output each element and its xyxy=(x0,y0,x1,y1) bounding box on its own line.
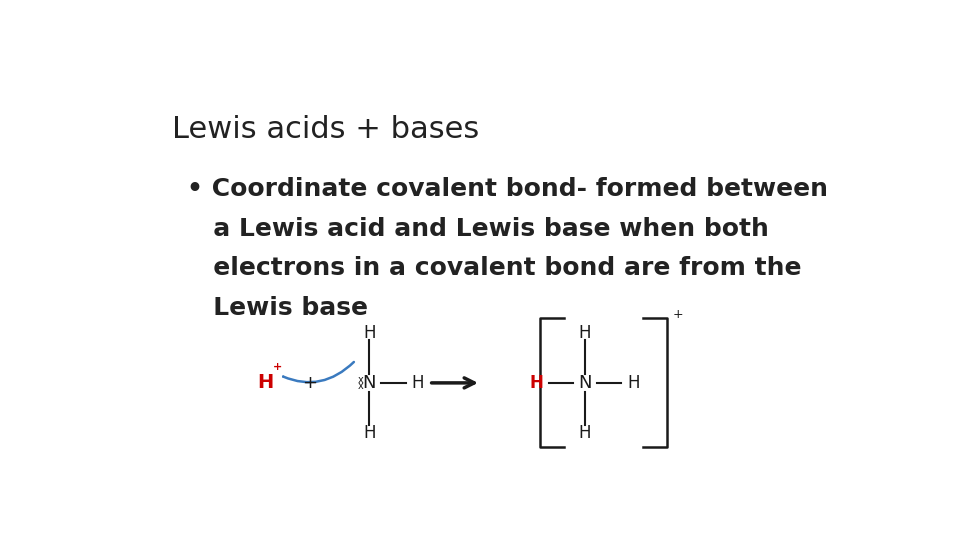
Text: H: H xyxy=(363,324,375,342)
Text: x: x xyxy=(357,375,363,384)
Text: H: H xyxy=(579,424,591,442)
Text: Lewis acids + bases: Lewis acids + bases xyxy=(172,114,479,144)
Text: H: H xyxy=(627,374,639,392)
Text: electrons in a covalent bond are from the: electrons in a covalent bond are from th… xyxy=(187,256,802,280)
Text: +: + xyxy=(302,374,317,392)
Text: H: H xyxy=(411,374,424,392)
Text: N: N xyxy=(363,374,376,392)
Text: +: + xyxy=(273,362,282,372)
Text: +: + xyxy=(673,308,684,321)
FancyArrowPatch shape xyxy=(283,362,354,382)
Text: H: H xyxy=(257,373,274,393)
Text: H: H xyxy=(530,374,543,392)
Text: x: x xyxy=(357,381,363,391)
Text: • Coordinate covalent bond- formed between: • Coordinate covalent bond- formed betwe… xyxy=(187,177,828,201)
Text: H: H xyxy=(363,424,375,442)
Text: N: N xyxy=(578,374,591,392)
Text: H: H xyxy=(579,324,591,342)
Text: Lewis base: Lewis base xyxy=(187,295,368,320)
Text: a Lewis acid and Lewis base when both: a Lewis acid and Lewis base when both xyxy=(187,217,769,240)
